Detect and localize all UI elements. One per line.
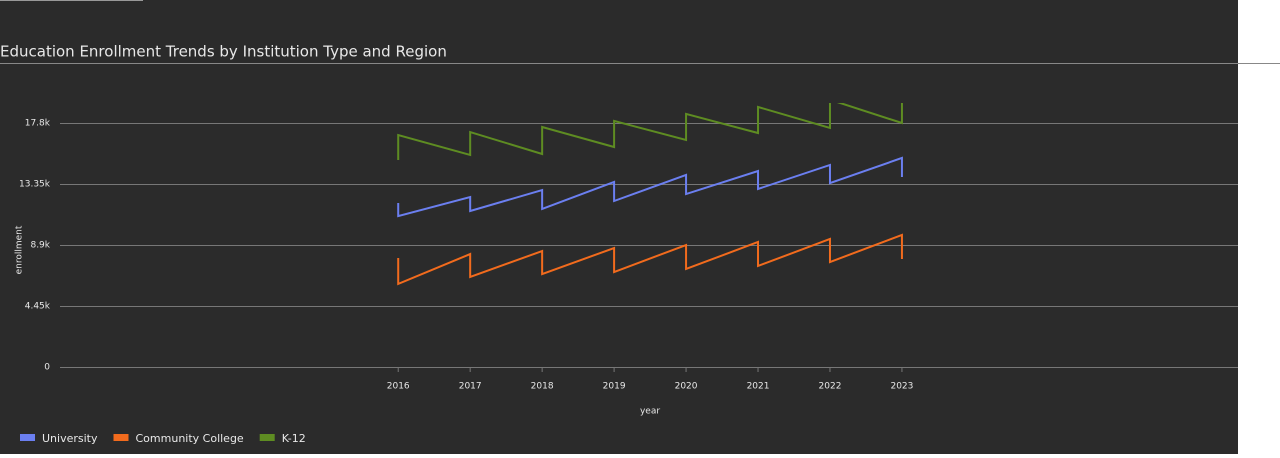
x-tick-label: 2022	[819, 382, 842, 392]
series-line	[397, 156, 903, 218]
y-tick-label: 4.45k	[25, 302, 51, 312]
legend-swatch	[259, 434, 275, 441]
x-tick-label: 2018	[531, 382, 554, 392]
grid: 0 4.45k 8.9k 13.35k 17.8k 2016 2017 2018 2019 202…	[19, 119, 1238, 392]
plot-area	[397, 103, 903, 286]
x-tick-label: 2016	[387, 382, 410, 392]
panel	[0, 0, 1238, 454]
chart-title: Education Enrollment Trends by Instituti…	[0, 43, 447, 61]
x-tick-label: 2017	[459, 382, 482, 392]
legend-label: K-12	[282, 432, 306, 445]
series-line	[397, 233, 903, 286]
legend-label: Community College	[136, 432, 244, 445]
series-line	[397, 103, 903, 161]
x-tick-label: 2023	[890, 382, 913, 392]
y-tick-label: 17.8k	[25, 119, 51, 129]
y-tick-label: 0	[44, 363, 50, 373]
y-axis-label: enrollment	[15, 225, 25, 274]
legend: University Community College K-12	[20, 432, 306, 445]
x-tick-label: 2020	[675, 382, 698, 392]
legend-label: University	[42, 432, 98, 445]
x-axis-label: year	[640, 407, 660, 417]
y-tick-label: 13.35k	[19, 180, 51, 190]
legend-swatch	[20, 434, 35, 441]
legend-swatch	[113, 434, 129, 441]
x-tick-label: 2021	[747, 382, 770, 392]
y-tick-label: 8.9k	[30, 241, 50, 251]
x-tick-label: 2019	[603, 382, 626, 392]
